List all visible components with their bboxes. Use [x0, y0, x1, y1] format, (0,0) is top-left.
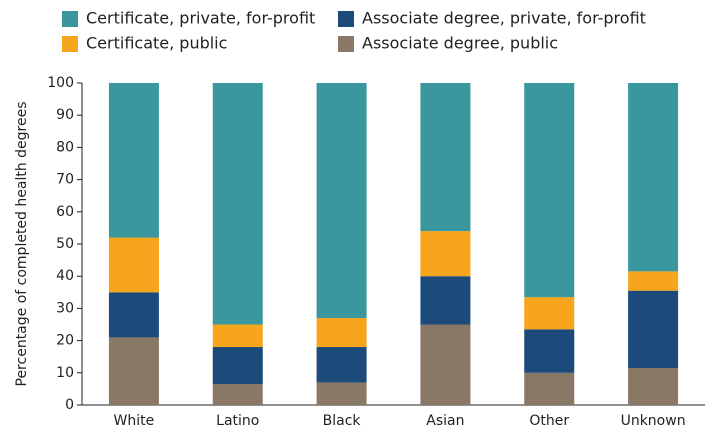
bar-segment [628, 271, 679, 291]
legend-swatch [338, 11, 354, 27]
y-tick-label: 70 [56, 172, 74, 188]
bar-segment [524, 372, 575, 405]
bar-segment [524, 329, 575, 373]
bar-segment [628, 83, 679, 272]
legend-swatch [62, 36, 78, 52]
bar-segment [524, 83, 575, 298]
x-tick-label: Unknown [621, 413, 686, 429]
bar-segment [108, 237, 159, 293]
legend-label: Associate degree, private, for-profit [362, 9, 646, 28]
bar-segment [420, 231, 471, 277]
y-tick-label: 10 [56, 365, 74, 381]
y-tick-label: 0 [65, 397, 74, 413]
x-tick-label: White [114, 413, 155, 429]
legend-label: Associate degree, public [362, 34, 558, 53]
bar-segment [316, 83, 367, 319]
bar-segment [108, 292, 159, 338]
x-tick-label: Other [529, 413, 569, 429]
x-tick-label: Black [323, 413, 362, 429]
bar-segment [628, 290, 679, 368]
bar-segment [420, 83, 471, 232]
y-tick-label: 100 [47, 75, 74, 91]
bar-segment [316, 347, 367, 383]
y-tick-label: 30 [56, 300, 74, 316]
y-tick-label: 50 [56, 236, 74, 252]
legend-label: Certificate, private, for-profit [86, 9, 315, 28]
bar-segment [524, 297, 575, 330]
bar-segment [108, 337, 159, 405]
bar-segment [420, 276, 471, 325]
y-tick-label: 90 [56, 107, 74, 123]
bar-segment [628, 367, 679, 405]
y-tick-label: 80 [56, 139, 74, 155]
bar-segment [108, 83, 159, 238]
x-tick-label: Asian [426, 413, 464, 429]
y-tick-label: 40 [56, 268, 74, 284]
legend-swatch [62, 11, 78, 27]
bar-segment [316, 382, 367, 405]
bar-segment [212, 324, 263, 348]
y-axis-label: Percentage of completed health degrees [14, 101, 30, 386]
bar-segment [212, 347, 263, 385]
y-tick-label: 20 [56, 333, 74, 349]
legend-swatch [338, 36, 354, 52]
bar-segment [316, 318, 367, 348]
legend-label: Certificate, public [86, 34, 227, 53]
y-tick-label: 60 [56, 204, 74, 220]
bar-segment [420, 324, 471, 405]
bar-segment [212, 83, 263, 325]
bar-segment [212, 384, 263, 405]
x-tick-label: Latino [216, 413, 259, 429]
